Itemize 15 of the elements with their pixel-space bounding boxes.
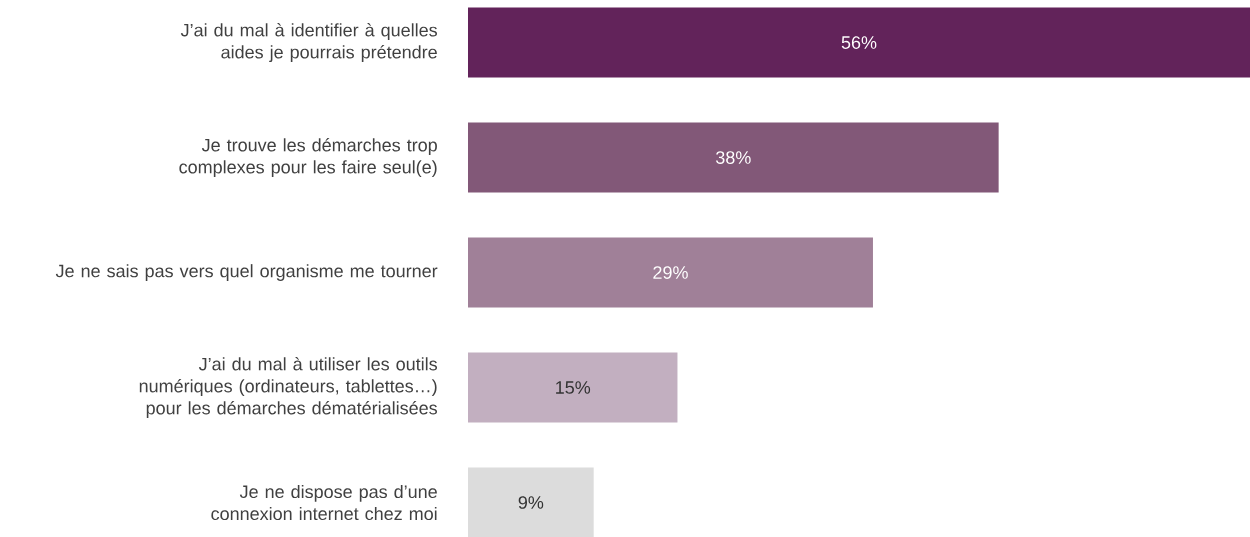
bar (468, 467, 594, 537)
data-label: 15% (556, 381, 591, 394)
bar (468, 352, 678, 423)
y-tick-label: J’ai du mal à utiliser les outils numériques (ordinateurs, tablettes…) pour les démarches dématérialisées (139, 357, 438, 419)
y-tick-label: Je trouve les démarches trop complexes pour les faire seul(e) (179, 138, 437, 178)
data-label: 9% (518, 496, 544, 509)
y-tick-label: Je ne dispose pas d’une connexion internet chez moi (211, 484, 437, 521)
y-tick-label: J’ai du mal à identifier à quelles aides je pourrais prétendre (180, 23, 437, 63)
bar (468, 122, 999, 193)
data-label: 29% (653, 266, 688, 279)
data-label: 56% (841, 36, 877, 49)
bar (468, 237, 873, 308)
bar (468, 7, 1250, 78)
data-label: 38% (716, 151, 751, 164)
y-tick-label: Je ne sais pas vers quel organisme me tourner (55, 264, 438, 281)
